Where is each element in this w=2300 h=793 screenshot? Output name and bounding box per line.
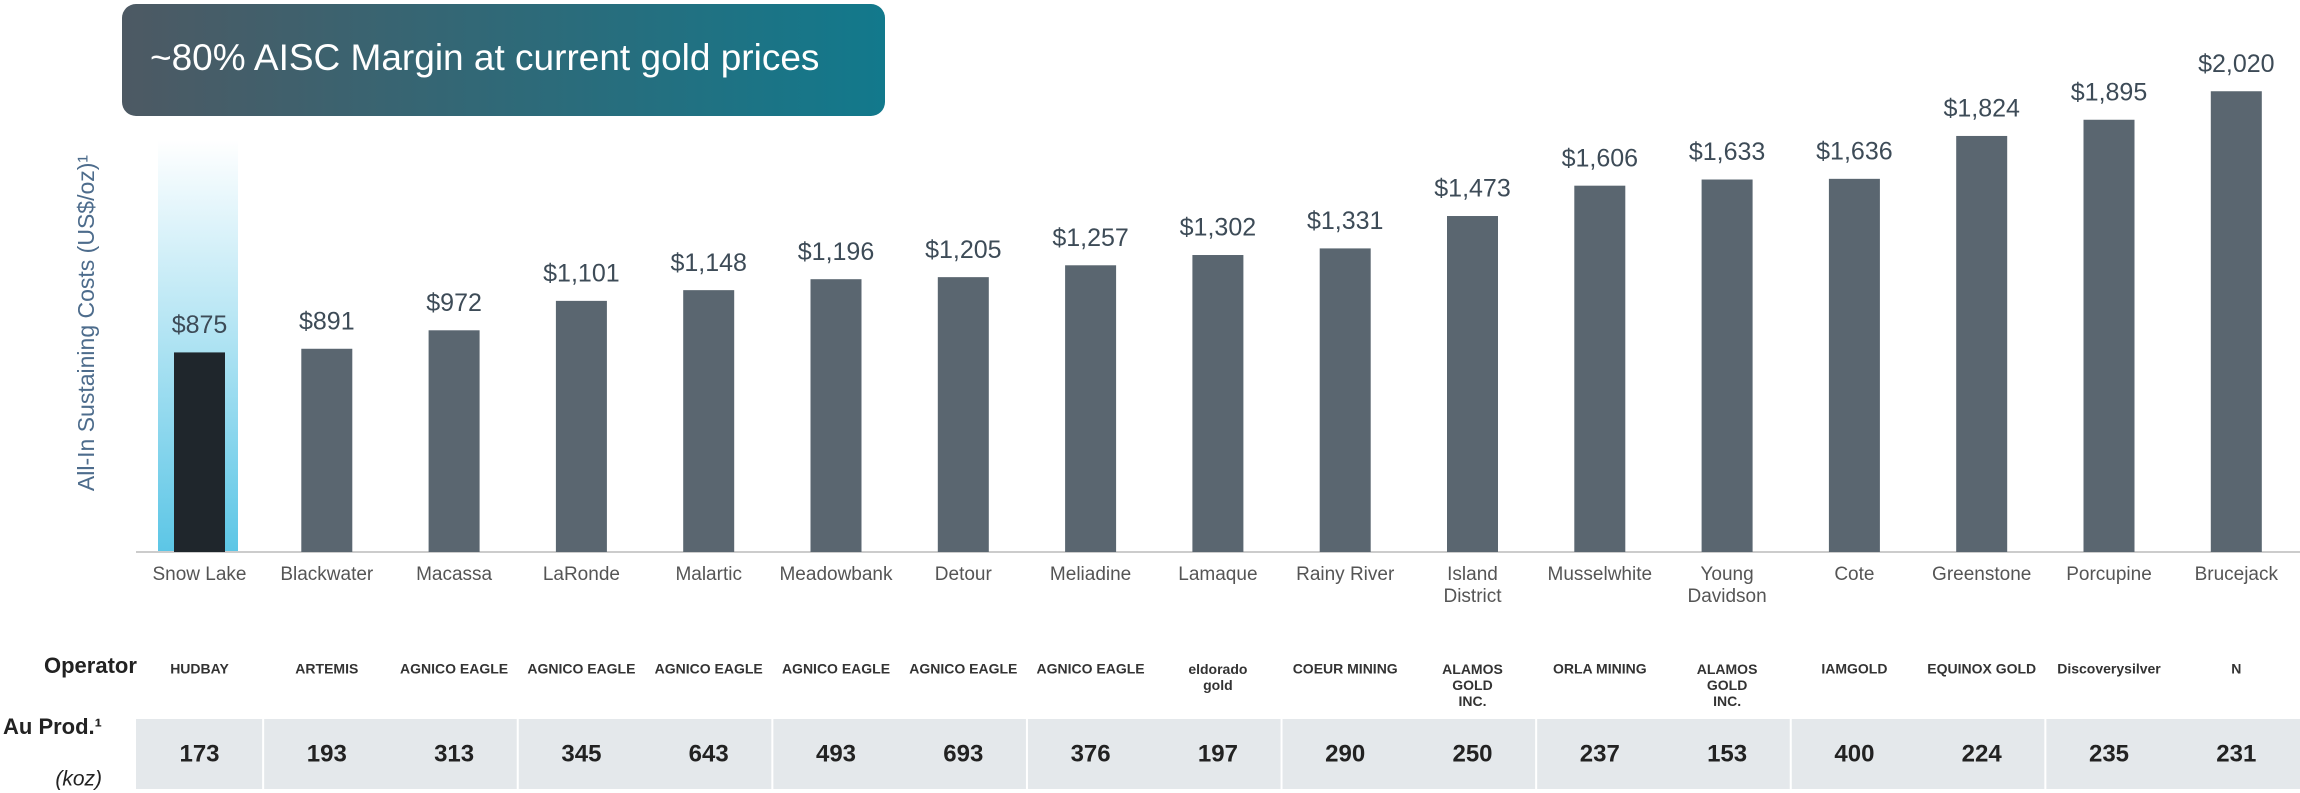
x-tick-label: Musselwhite bbox=[1548, 564, 1653, 585]
operator-logo: AGNICO EAGLE bbox=[400, 661, 508, 677]
operator-logo: EQUINOX GOLD bbox=[1927, 661, 2036, 677]
bar bbox=[428, 330, 480, 552]
production-value: 224 bbox=[1962, 740, 2003, 767]
operator-logo: AGNICO EAGLE bbox=[527, 661, 635, 677]
value-label: $1,473 bbox=[1434, 175, 1510, 203]
value-label: $1,302 bbox=[1180, 214, 1256, 242]
bar bbox=[1701, 179, 1753, 552]
production-value: 193 bbox=[307, 740, 347, 767]
x-tick-label: LaRonde bbox=[543, 564, 620, 585]
chart-title: ~80% AISC Margin at current gold prices bbox=[150, 37, 819, 78]
value-label: $2,020 bbox=[2198, 50, 2274, 78]
x-tick-label: Island District bbox=[1443, 564, 1502, 607]
bar bbox=[1828, 178, 1880, 553]
production-row bbox=[136, 719, 2300, 789]
x-tick-label: Malartic bbox=[675, 564, 742, 585]
production-value: 290 bbox=[1325, 740, 1365, 767]
bar bbox=[1065, 265, 1117, 552]
bar bbox=[683, 290, 735, 552]
production-value: 237 bbox=[1580, 740, 1620, 767]
value-label: $1,101 bbox=[543, 259, 619, 287]
x-tick-label: Snow Lake bbox=[152, 564, 246, 585]
value-label: $1,824 bbox=[1943, 95, 2020, 123]
production-value: 643 bbox=[689, 740, 729, 767]
operator-logo: ALAMOS GOLD INC. bbox=[1442, 661, 1503, 709]
value-label: $875 bbox=[172, 311, 228, 339]
bar bbox=[1192, 255, 1244, 552]
x-tick-label: Young Davidson bbox=[1687, 564, 1766, 607]
value-label: $1,606 bbox=[1562, 144, 1638, 172]
x-tick-label: Porcupine bbox=[2066, 564, 2152, 585]
operator-logo: N bbox=[2231, 661, 2241, 677]
x-tick-label: Rainy River bbox=[1296, 564, 1395, 585]
production-label: Au Prod.¹ bbox=[3, 714, 102, 739]
x-tick-label: Greenstone bbox=[1932, 564, 2031, 585]
bar bbox=[174, 352, 225, 552]
y-axis-label: All-In Sustaining Costs (US$/oz)¹ bbox=[73, 155, 99, 492]
value-label: $1,196 bbox=[798, 238, 874, 266]
bar bbox=[810, 279, 862, 552]
title-box bbox=[122, 4, 885, 116]
x-tick-label: Brucejack bbox=[2195, 564, 2279, 585]
value-label: $891 bbox=[299, 307, 355, 335]
x-tick-label: Detour bbox=[935, 564, 993, 585]
production-value: 231 bbox=[2216, 740, 2256, 767]
production-value: 153 bbox=[1707, 740, 1747, 767]
production-value: 235 bbox=[2089, 740, 2129, 767]
operator-logo: eldorado gold bbox=[1188, 661, 1247, 693]
production-value: 400 bbox=[1834, 740, 1874, 767]
production-unit: (koz) bbox=[55, 768, 102, 791]
x-tick-label: Macassa bbox=[416, 564, 492, 585]
production-value: 345 bbox=[561, 740, 601, 767]
operator-logo: ALAMOS GOLD INC. bbox=[1697, 661, 1758, 709]
x-tick-label: Blackwater bbox=[280, 564, 374, 585]
production-value: 376 bbox=[1071, 740, 1111, 767]
operator-logo: COEUR MINING bbox=[1293, 661, 1398, 677]
value-label: $1,636 bbox=[1816, 137, 1892, 165]
operator-logo: AGNICO EAGLE bbox=[782, 661, 890, 677]
operator-logo: IAMGOLD bbox=[1821, 661, 1887, 677]
value-label: $1,205 bbox=[925, 236, 1001, 264]
x-tick-label: Meliadine bbox=[1050, 564, 1131, 585]
operator-logo: HUDBAY bbox=[170, 661, 229, 677]
production-value: 250 bbox=[1452, 740, 1492, 767]
bar bbox=[555, 300, 607, 552]
x-tick-label: Lamaque bbox=[1178, 564, 1257, 585]
operator-logo: AGNICO EAGLE bbox=[909, 661, 1017, 677]
bar bbox=[1319, 248, 1371, 552]
bar bbox=[2083, 119, 2135, 552]
bar bbox=[937, 277, 989, 552]
production-value: 197 bbox=[1198, 740, 1238, 767]
operator-logo: ORLA MINING bbox=[1553, 661, 1647, 677]
value-label: $1,633 bbox=[1689, 138, 1765, 166]
operator-logo: Discoverysilver bbox=[2057, 661, 2161, 677]
bar bbox=[1447, 216, 1498, 552]
production-value: 173 bbox=[179, 740, 219, 767]
value-label: $972 bbox=[426, 289, 482, 317]
bar bbox=[1956, 135, 2008, 552]
value-label: $1,257 bbox=[1052, 224, 1128, 252]
operator-row-label: Operator bbox=[44, 653, 137, 678]
operator-logo: AGNICO EAGLE bbox=[1037, 661, 1145, 677]
bar bbox=[1574, 185, 1626, 552]
bar bbox=[301, 348, 353, 552]
value-label: $1,331 bbox=[1307, 207, 1383, 235]
production-value: 693 bbox=[943, 740, 983, 767]
x-tick-label: Cote bbox=[1834, 564, 1874, 585]
value-label: $1,148 bbox=[670, 249, 746, 277]
operator-logo: ARTEMIS bbox=[295, 661, 358, 677]
operator-logo: AGNICO EAGLE bbox=[655, 661, 763, 677]
x-tick-label: Meadowbank bbox=[779, 564, 893, 585]
value-label: $1,895 bbox=[2071, 78, 2147, 106]
production-value: 313 bbox=[434, 740, 474, 767]
bar bbox=[2210, 91, 2262, 552]
production-value: 493 bbox=[816, 740, 856, 767]
